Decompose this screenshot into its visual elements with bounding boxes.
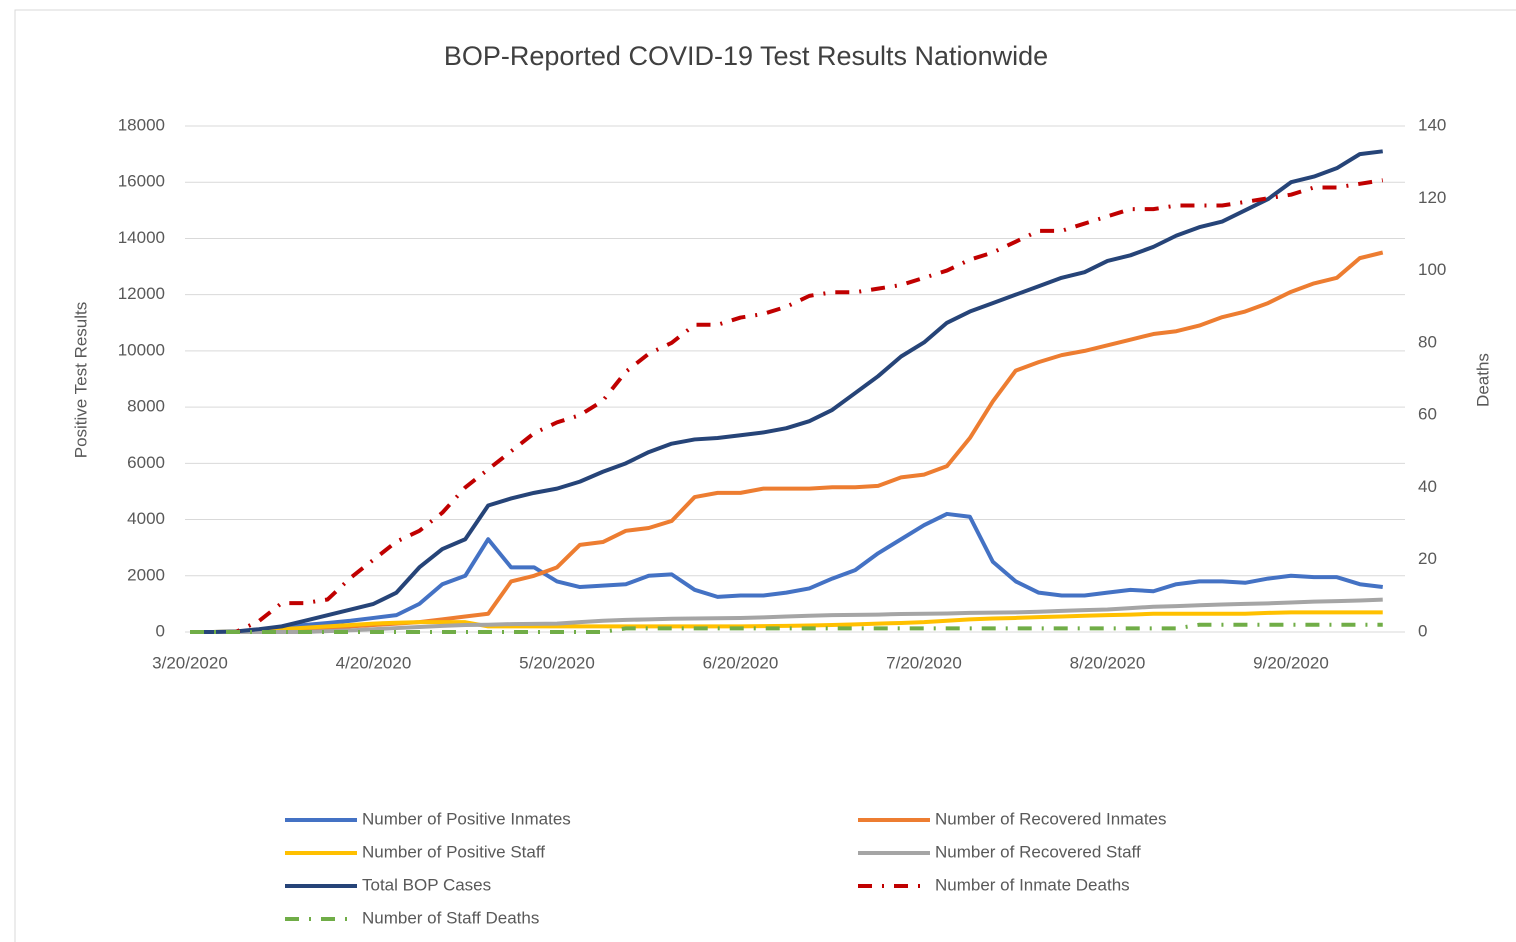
chart-border	[14, 9, 1516, 942]
x-tick-label: 9/20/2020	[1253, 653, 1329, 672]
y-axis-label: Positive Test Results	[71, 302, 90, 459]
y2-axis-label: Deaths	[1473, 353, 1492, 407]
series-line	[190, 610, 1383, 634]
y-tick-label: 4000	[127, 509, 165, 528]
y2-tick-label: 80	[1418, 332, 1437, 351]
legend-label: Number of Staff Deaths	[362, 908, 539, 927]
legend-label: Number of Positive Staff	[362, 842, 545, 861]
y-tick-label: 10000	[118, 340, 165, 359]
y-tick-label: 8000	[127, 397, 165, 416]
y-tick-label: 6000	[127, 453, 165, 472]
y-tick-label: 12000	[118, 284, 165, 303]
legend-label: Total BOP Cases	[362, 875, 491, 894]
y-tick-label: 18000	[118, 115, 165, 134]
y-tick-label: 14000	[118, 228, 165, 247]
y2-tick-label: 40	[1418, 477, 1437, 496]
y-tick-label: 0	[156, 621, 165, 640]
series-line	[190, 597, 1383, 634]
y2-tick-label: 120	[1418, 188, 1446, 207]
x-tick-label: 3/20/2020	[152, 653, 228, 672]
y2-tick-label: 100	[1418, 260, 1446, 279]
x-tick-label: 6/20/2020	[703, 653, 779, 672]
y-tick-label: 2000	[127, 565, 165, 584]
y2-tick-label: 140	[1418, 115, 1446, 134]
y-tick-label: 16000	[118, 172, 165, 191]
legend-label: Number of Inmate Deaths	[935, 875, 1130, 894]
series-line	[190, 178, 1384, 634]
x-tick-label: 8/20/2020	[1070, 653, 1146, 672]
x-tick-label: 4/20/2020	[336, 653, 412, 672]
x-tick-label: 7/20/2020	[886, 653, 962, 672]
series-line	[190, 149, 1383, 634]
chart-title: BOP-Reported COVID-19 Test Results Natio…	[444, 41, 1048, 71]
y2-tick-label: 0	[1418, 621, 1427, 640]
y2-tick-label: 20	[1418, 549, 1437, 568]
legend-label: Number of Positive Inmates	[362, 809, 571, 828]
y2-tick-label: 60	[1418, 405, 1437, 424]
legend-label: Number of Recovered Inmates	[935, 809, 1167, 828]
x-tick-label: 5/20/2020	[519, 653, 595, 672]
legend-label: Number of Recovered Staff	[935, 842, 1141, 861]
series-line	[190, 511, 1383, 634]
